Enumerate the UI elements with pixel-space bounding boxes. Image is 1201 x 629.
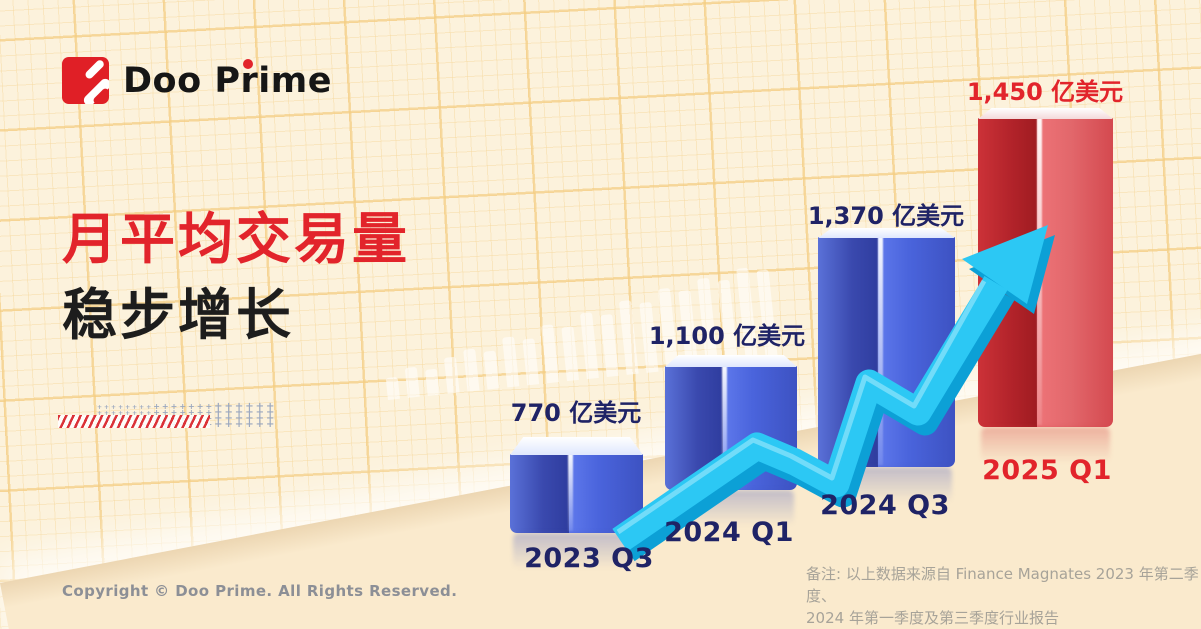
bar-reflection	[981, 427, 1110, 463]
title-line-1: 月平均交易量	[62, 207, 411, 271]
page-title: 月平均交易量 稳步增长	[62, 202, 410, 354]
value-label-2024-q3: 1,370 亿美元	[807, 202, 965, 230]
bar-edge-highlight	[722, 366, 728, 488]
brand-name: Doo Prime	[123, 58, 332, 101]
bar-edge-highlight	[567, 454, 573, 531]
category-label-2024-q1: 2024 Q1	[664, 517, 794, 548]
data-source-note: 备注: 以上数据来源自 Finance Magnates 2023 年第二季度、…	[806, 564, 1201, 629]
doo-prime-logo-icon	[62, 57, 109, 104]
bar-edge-highlight	[877, 237, 883, 465]
category-label-2024-q3: 2024 Q3	[820, 490, 950, 521]
copyright-text: Copyright © Doo Prime. All Rights Reserv…	[62, 582, 458, 600]
bar-top-face	[818, 228, 955, 238]
bar-top-face	[665, 355, 797, 367]
category-label-2025-q1: 2025 Q1	[982, 455, 1112, 486]
bar-top-face	[510, 437, 643, 455]
bar-side-face	[510, 454, 570, 533]
bar-2023-q3	[510, 437, 643, 569]
value-label-2023-q3: 770 亿美元	[510, 399, 642, 427]
bar-front-face	[1037, 118, 1113, 427]
category-label-2023-q3: 2023 Q3	[524, 543, 654, 574]
brand-text: Doo Prime	[123, 60, 332, 101]
logo: Doo Prime	[62, 57, 332, 104]
value-label-2024-q1: 1,100 亿美元	[648, 322, 806, 350]
value-label-2025-q1: 1,450 亿美元	[966, 78, 1124, 106]
bar-top-face	[978, 108, 1113, 119]
note-line-1: 备注: 以上数据来源自 Finance Magnates 2023 年第二季度、	[806, 565, 1199, 605]
note-line-2: 2024 年第一季度及第三季度行业报告	[806, 608, 1059, 627]
red-hatch-decoration	[58, 415, 210, 428]
title-line-2: 稳步增长	[62, 282, 295, 347]
bar-reflection	[513, 533, 640, 569]
brand-i-dot	[243, 58, 253, 69]
